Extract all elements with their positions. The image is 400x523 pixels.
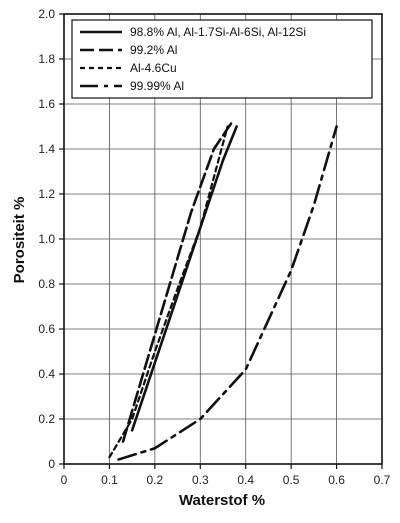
y-axis-title: Porositeit % — [11, 197, 28, 284]
x-tick-label: 0.7 — [374, 473, 391, 487]
series-line-3 — [108, 125, 229, 459]
x-tick-label: 0 — [61, 473, 68, 487]
series-line-4 — [117, 125, 338, 461]
series-line-1 — [130, 125, 238, 432]
y-tick-label: 1.4 — [38, 142, 55, 156]
y-axis-ticks: 0 0.2 0.4 0.6 0.8 1.0 1.2 1.4 1.6 1.8 2.0 — [38, 7, 64, 471]
y-tick-label: 1.8 — [38, 52, 55, 66]
x-tick-label: 0.6 — [328, 473, 345, 487]
y-tick-label: 1.0 — [38, 232, 55, 246]
y-tick-label: 2.0 — [38, 7, 55, 21]
x-tick-label: 0.3 — [192, 473, 209, 487]
legend-label-3: Al-4.6Cu — [130, 61, 177, 75]
legend: 98.8% Al, Al-1.7Si-Al-6Si, Al-12Si 99.2% … — [71, 19, 373, 99]
y-tick-label: 0.4 — [38, 367, 55, 381]
y-tick-label: 0.2 — [38, 412, 55, 426]
data-series — [108, 120, 338, 461]
x-tick-label: 0.5 — [283, 473, 300, 487]
y-tick-label: 0 — [48, 457, 55, 471]
x-axis-ticks: 0 0.1 0.2 0.3 0.4 0.5 0.6 0.7 — [61, 464, 391, 487]
y-tick-label: 0.8 — [38, 277, 55, 291]
x-tick-label: 0.1 — [101, 473, 118, 487]
y-tick-label: 0.6 — [38, 322, 55, 336]
x-axis-title: Waterstof % — [179, 492, 265, 509]
x-tick-label: 0.2 — [147, 473, 164, 487]
legend-label-2: 99.2% Al — [130, 43, 177, 57]
x-tick-label: 0.4 — [237, 473, 254, 487]
legend-label-1: 98.8% Al, Al-1.7Si-Al-6Si, Al-12Si — [130, 25, 306, 39]
y-tick-label: 1.6 — [38, 97, 55, 111]
legend-label-4: 99.99% Al — [130, 79, 184, 93]
series-line-2 — [121, 120, 234, 443]
y-tick-label: 1.2 — [38, 187, 55, 201]
